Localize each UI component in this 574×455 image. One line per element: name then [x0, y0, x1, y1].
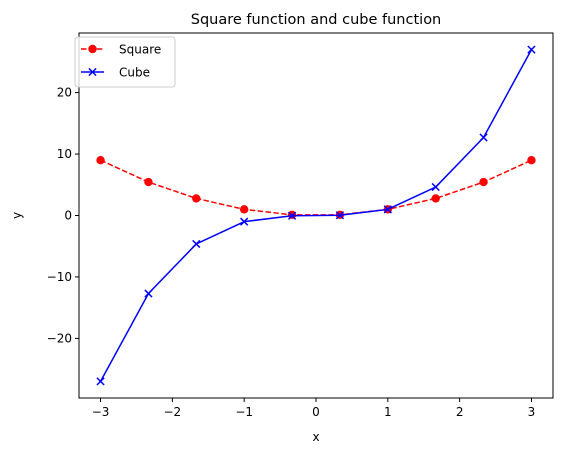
legend: Square Cube [74, 36, 176, 88]
y-tick-label: 20 [57, 86, 72, 100]
y-axis-label: y [10, 212, 24, 219]
x-tick-label: 3 [528, 405, 536, 419]
legend-marker-cube [88, 67, 97, 77]
x-tick-label: 1 [384, 405, 392, 419]
y-tick-label: 0 [64, 209, 72, 223]
square-point [192, 194, 201, 203]
cube-point [479, 133, 488, 142]
cube-point [383, 205, 392, 214]
legend-label-cube: Cube [119, 66, 150, 80]
square-point [527, 155, 536, 165]
cube-point [287, 211, 297, 220]
y-tick-label: 10 [57, 147, 72, 161]
x-tick-label: −3 [92, 405, 110, 419]
x-tick-label: 2 [456, 405, 464, 419]
series-layer [96, 45, 536, 386]
cube-series-line [99, 49, 533, 382]
x-tick-label: −2 [164, 405, 182, 419]
y-tick-label: −20 [47, 331, 72, 345]
square-point [96, 155, 105, 165]
x-tick-label: −1 [235, 405, 253, 419]
square-point [144, 177, 153, 187]
x-axis-ticks: −3 −2 −1 0 1 2 3 [92, 398, 536, 419]
square-point [431, 194, 440, 203]
cube-point [240, 217, 249, 226]
chart-title: Square function and cube function [191, 12, 442, 28]
x-axis-label: x [312, 430, 319, 444]
x-tick-label: 0 [312, 405, 320, 419]
plot-frame [78, 32, 554, 399]
square-point [479, 177, 488, 187]
cube-point [431, 182, 440, 192]
legend-label-square: Square [119, 43, 161, 57]
cube-point [192, 239, 201, 249]
cube-point [144, 289, 153, 298]
y-axis-ticks: −20 −10 0 10 20 [47, 86, 79, 345]
legend-marker-square [88, 44, 97, 54]
square-point [239, 205, 249, 214]
cube-point [335, 211, 345, 220]
y-tick-label: −10 [47, 270, 72, 284]
cube-point [527, 45, 536, 54]
cube-point [96, 377, 105, 386]
